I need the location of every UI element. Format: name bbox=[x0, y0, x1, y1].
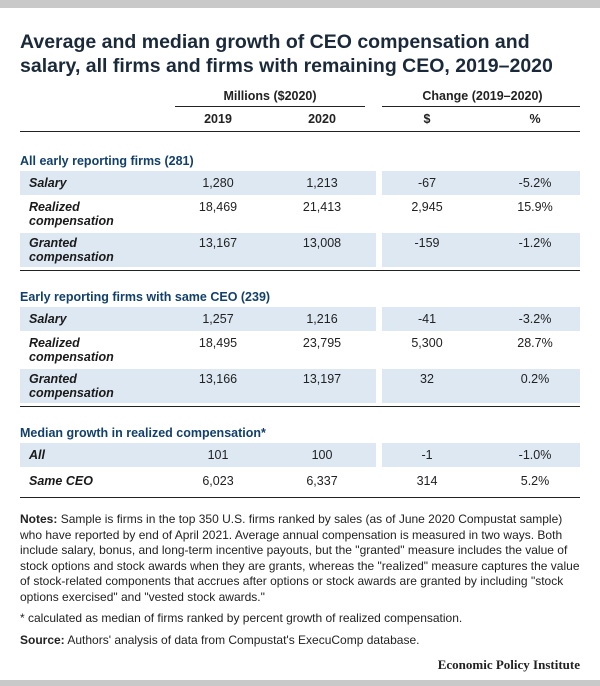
row-value: -1.2% bbox=[518, 236, 552, 250]
publisher-logo: Economic Policy Institute bbox=[437, 657, 580, 672]
row-label: Same CEO bbox=[29, 474, 93, 488]
source-label: Source: bbox=[20, 633, 65, 647]
table-row: Salary 1,280 1,213 -67 -5.2% bbox=[20, 171, 580, 195]
row-value: 5.2% bbox=[520, 474, 550, 488]
row-value: 23,795 bbox=[302, 336, 342, 350]
table-row: Granted compensation 13,166 13,197 32 0.2% bbox=[20, 369, 580, 403]
table-row: Granted compensation 13,167 13,008 -159 -1.2… bbox=[20, 233, 580, 267]
group-rule-left bbox=[175, 106, 365, 107]
table-row: Realized compensation 18,495 23,795 5,300 28… bbox=[20, 333, 580, 367]
row-value: -3.2% bbox=[518, 312, 552, 326]
row-value: -1 bbox=[421, 448, 433, 462]
header-rule bbox=[20, 131, 580, 132]
row-value: 13,166 bbox=[198, 372, 238, 386]
row-value: 0.2% bbox=[520, 372, 550, 386]
row-label: Realized compensation bbox=[29, 336, 114, 364]
group-header-millions: Millions ($2020) bbox=[223, 89, 317, 103]
row-value: -5.2% bbox=[518, 176, 552, 190]
section-rule bbox=[20, 406, 580, 407]
row-right-cell bbox=[382, 171, 580, 195]
row-value: 13,167 bbox=[198, 236, 238, 250]
column-header: 2020 bbox=[308, 112, 336, 126]
row-value: 100 bbox=[311, 448, 333, 462]
row-value: 101 bbox=[207, 448, 229, 462]
row-value: 32 bbox=[420, 372, 434, 386]
section-rule bbox=[20, 270, 580, 271]
top-border bbox=[0, 0, 600, 8]
row-left-cell bbox=[20, 171, 376, 195]
table-row: Salary 1,257 1,216 -41 -3.2% bbox=[20, 307, 580, 331]
footnote: * calculated as median of firms ranked b… bbox=[20, 611, 463, 625]
row-value: 5,300 bbox=[411, 336, 443, 350]
row-label: Realized compensation bbox=[29, 200, 114, 228]
row-value: 18,469 bbox=[198, 200, 238, 214]
row-value: 314 bbox=[416, 474, 438, 488]
section-title: All early reporting firms (281) bbox=[20, 154, 194, 168]
row-right-cell bbox=[382, 443, 580, 467]
table-row: All 101 100 -1 -1.0% bbox=[20, 443, 580, 467]
row-right-cell bbox=[382, 369, 580, 403]
row-value: -67 bbox=[417, 176, 437, 190]
row-value: -159 bbox=[414, 236, 440, 250]
table-row: Same CEO 6,023 6,337 314 5.2% bbox=[20, 469, 580, 493]
row-left-cell bbox=[20, 307, 376, 331]
row-value: 28.7% bbox=[517, 336, 553, 350]
row-label: Granted compensation bbox=[29, 236, 114, 264]
row-value: 1,280 bbox=[202, 176, 234, 190]
row-value: 1,257 bbox=[202, 312, 234, 326]
row-right-cell bbox=[382, 307, 580, 331]
row-value: 13,197 bbox=[302, 372, 342, 386]
row-value: 6,023 bbox=[202, 474, 234, 488]
notes-text: Sample is firms in the top 350 U.S. firm… bbox=[20, 512, 580, 604]
notes: Notes: Sample is firms in the top 350 U.… bbox=[20, 512, 586, 605]
row-value: 21,413 bbox=[302, 200, 342, 214]
source: Source: Authors' analysis of data from C… bbox=[20, 633, 419, 647]
column-header: $ bbox=[423, 112, 431, 126]
chart-title: Average and median growth of CEO compens… bbox=[20, 31, 553, 77]
row-label: All bbox=[29, 448, 45, 462]
row-left-cell bbox=[20, 233, 376, 267]
section-title: Early reporting firms with same CEO (239… bbox=[20, 290, 271, 304]
source-text: Authors' analysis of data from Compustat… bbox=[67, 633, 420, 647]
notes-label: Notes: bbox=[20, 512, 58, 526]
bottom-border bbox=[0, 680, 600, 686]
column-header: 2019 bbox=[204, 112, 232, 126]
row-label: Salary bbox=[29, 176, 67, 190]
row-value: 18,495 bbox=[198, 336, 238, 350]
row-left-cell bbox=[20, 369, 376, 403]
row-left-cell bbox=[20, 443, 376, 467]
row-value: -41 bbox=[417, 312, 437, 326]
group-header-change: Change (2019–2020) bbox=[422, 89, 543, 103]
row-value: 13,008 bbox=[302, 236, 342, 250]
row-value: 15.9% bbox=[517, 200, 553, 214]
row-value: 2,945 bbox=[411, 200, 443, 214]
section-rule bbox=[20, 497, 580, 498]
row-label: Salary bbox=[29, 312, 67, 326]
group-rule-right bbox=[382, 106, 580, 107]
row-value: -1.0% bbox=[518, 448, 552, 462]
row-value: 6,337 bbox=[306, 474, 338, 488]
column-header: % bbox=[529, 112, 541, 126]
table-row: Realized compensation 18,469 21,413 2,945 15… bbox=[20, 197, 580, 231]
row-right-cell bbox=[382, 233, 580, 267]
row-value: 1,213 bbox=[306, 176, 338, 190]
row-value: 1,216 bbox=[306, 312, 338, 326]
section-title: Median growth in realized compensation* bbox=[20, 426, 266, 440]
row-label: Granted compensation bbox=[29, 372, 114, 400]
